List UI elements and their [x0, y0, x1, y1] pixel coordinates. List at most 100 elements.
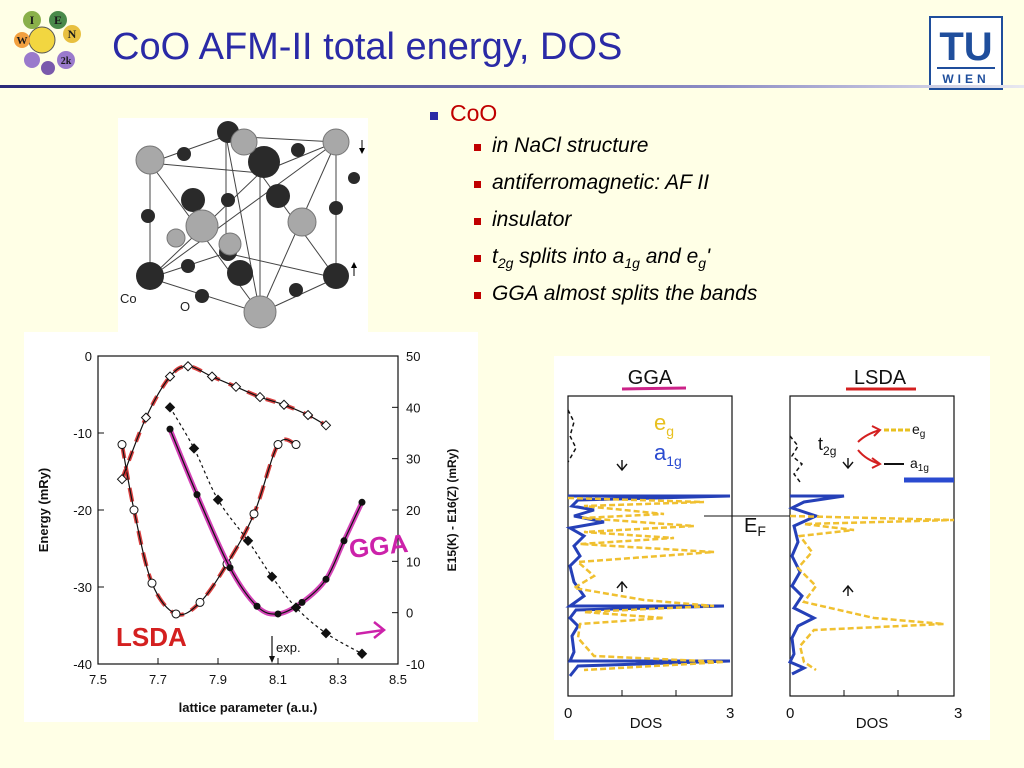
bullet-square-icon: [474, 255, 481, 262]
bullet-main-text: CoO: [450, 100, 498, 126]
title-rule: [0, 85, 1024, 88]
data-point: [116, 473, 128, 485]
co-label: Co: [120, 291, 137, 306]
y-right-tick-label: 30: [406, 452, 420, 467]
lsda-xlabel: DOS: [856, 715, 889, 732]
series-line: [169, 407, 363, 655]
dos-chart: GGA LSDA eg a1g t2g eg a1g EF 0 3 DOS 0 …: [554, 356, 990, 740]
x-tick-label: 8.3: [329, 672, 347, 687]
data-point: [164, 371, 176, 382]
split-arrow-icons: [857, 425, 882, 469]
bullet-and: and e: [639, 245, 699, 268]
data-point: [166, 425, 174, 433]
exp-arrowhead-icon: [269, 656, 275, 663]
lsda-a1g-label: a1g: [910, 455, 929, 474]
bullet-text: antiferromagnetic: AF II: [492, 171, 710, 194]
wien2k-logo: I E W N 2k: [14, 11, 81, 75]
lsda-xtick-0: 0: [786, 705, 794, 722]
y-left-tick-label: -40: [73, 657, 92, 672]
y-axis-label-right: E15(K) - E16(Z) (mRy): [445, 449, 459, 572]
data-point: [266, 571, 278, 582]
lsda-annotation: LSDA: [116, 622, 187, 652]
lsda-eg-label: eg: [912, 421, 925, 440]
data-point: [254, 391, 266, 403]
lsda-panel-title: LSDA: [854, 367, 907, 389]
data-point: [129, 505, 139, 515]
bullet-square-icon: [474, 292, 481, 299]
data-point: [226, 564, 234, 572]
lsda-t2g-label: t2g: [818, 434, 836, 458]
bullet-text: in NaCl structure: [492, 134, 649, 157]
y-right-tick-label: 10: [406, 554, 420, 569]
data-point: [358, 498, 366, 506]
gga-xtick-3: 3: [726, 705, 734, 722]
data-point: [273, 440, 283, 450]
y-right-tick-label: 0: [406, 606, 413, 621]
fermi-level-label: EF: [744, 515, 766, 539]
gga-xlabel: DOS: [630, 715, 663, 732]
logo-letter-n: N: [68, 27, 77, 41]
logo-letter-e: E: [54, 13, 62, 27]
y-left-tick-label: 0: [85, 349, 92, 364]
bullet-square-icon: [474, 181, 481, 188]
energy-series: [116, 361, 368, 659]
tu-logo-subtext: WIEN: [942, 72, 989, 86]
energy-plot-frame: [97, 355, 399, 665]
bullet-t2g: t: [492, 245, 498, 268]
spin-down-arrow-icons: [616, 458, 854, 472]
logo-letter-2k: 2k: [61, 56, 72, 67]
logo-letter-w: W: [17, 35, 28, 47]
data-point: [206, 371, 218, 382]
bullet-square-icon: [474, 218, 481, 225]
page-title: CoO AFM-II total energy, DOS: [112, 26, 623, 68]
series-highlight: [120, 364, 328, 480]
data-point: [356, 648, 368, 659]
dos-panel-gga-frame: [567, 395, 733, 697]
y-left-tick-label: -20: [73, 503, 92, 518]
data-point: [298, 598, 306, 606]
energy-ticks: 7.5 7.7 7.9 8.1 8.3 8.5 0 -10 -20 -30 -40 50 40 30 20 1…: [73, 349, 425, 687]
x-tick-label: 8.1: [269, 672, 287, 687]
logo-letter-i: I: [30, 13, 35, 27]
bullet-square-icon: [430, 112, 438, 120]
data-point: [182, 361, 194, 372]
data-point: [188, 443, 200, 454]
x-tick-label: 7.7: [149, 672, 167, 687]
gga-xtick-0: 0: [564, 705, 572, 722]
data-point: [302, 409, 314, 421]
energy-chart: 7.5 7.7 7.9 8.1 8.3 8.5 0 -10 -20 -30 -40 50 40 30 20 1…: [24, 332, 478, 722]
x-tick-label: 8.5: [389, 672, 407, 687]
nacl-structure-figure: Co O: [118, 118, 368, 340]
y-right-tick-label: 50: [406, 349, 420, 364]
data-point: [195, 597, 205, 607]
bullet-item: GGA almost splits the bands: [428, 282, 988, 319]
dos-panel-lsda-frame: [789, 395, 955, 697]
tu-wien-logo: TU WIEN: [929, 16, 1003, 90]
o-label: O: [180, 299, 190, 314]
series-highlight: [167, 428, 365, 617]
bullet-item: t2g splits into a1g and eg': [428, 245, 988, 282]
bullet-text: GGA almost splits the bands: [492, 282, 758, 305]
data-point: [212, 494, 224, 505]
y-left-tick-label: -10: [73, 426, 92, 441]
data-point: [140, 412, 152, 423]
bullet-prime: ': [706, 245, 711, 268]
spin-up-arrow-icons: [616, 580, 854, 596]
data-point: [171, 609, 181, 619]
data-point: [290, 602, 302, 613]
bullet-square-icon: [474, 144, 481, 151]
slide-header: I E W N 2k CoO AFM-II total energy, DOS …: [0, 0, 1024, 90]
gga-panel-title: GGA: [628, 367, 673, 389]
bullet-eg-sub: g: [698, 255, 707, 271]
data-point: [164, 402, 176, 413]
bullet-text: insulator: [492, 208, 572, 231]
bullet-splits: splits into a: [513, 245, 625, 268]
y-right-tick-label: 20: [406, 503, 420, 518]
y-left-tick-label: -30: [73, 580, 92, 595]
data-point: [291, 440, 301, 450]
data-point: [320, 420, 332, 431]
data-point: [320, 627, 332, 639]
data-point: [278, 399, 290, 410]
x-axis-label: lattice parameter (a.u.): [179, 700, 318, 715]
y-axis-label-left: Energy (mRy): [36, 468, 51, 553]
